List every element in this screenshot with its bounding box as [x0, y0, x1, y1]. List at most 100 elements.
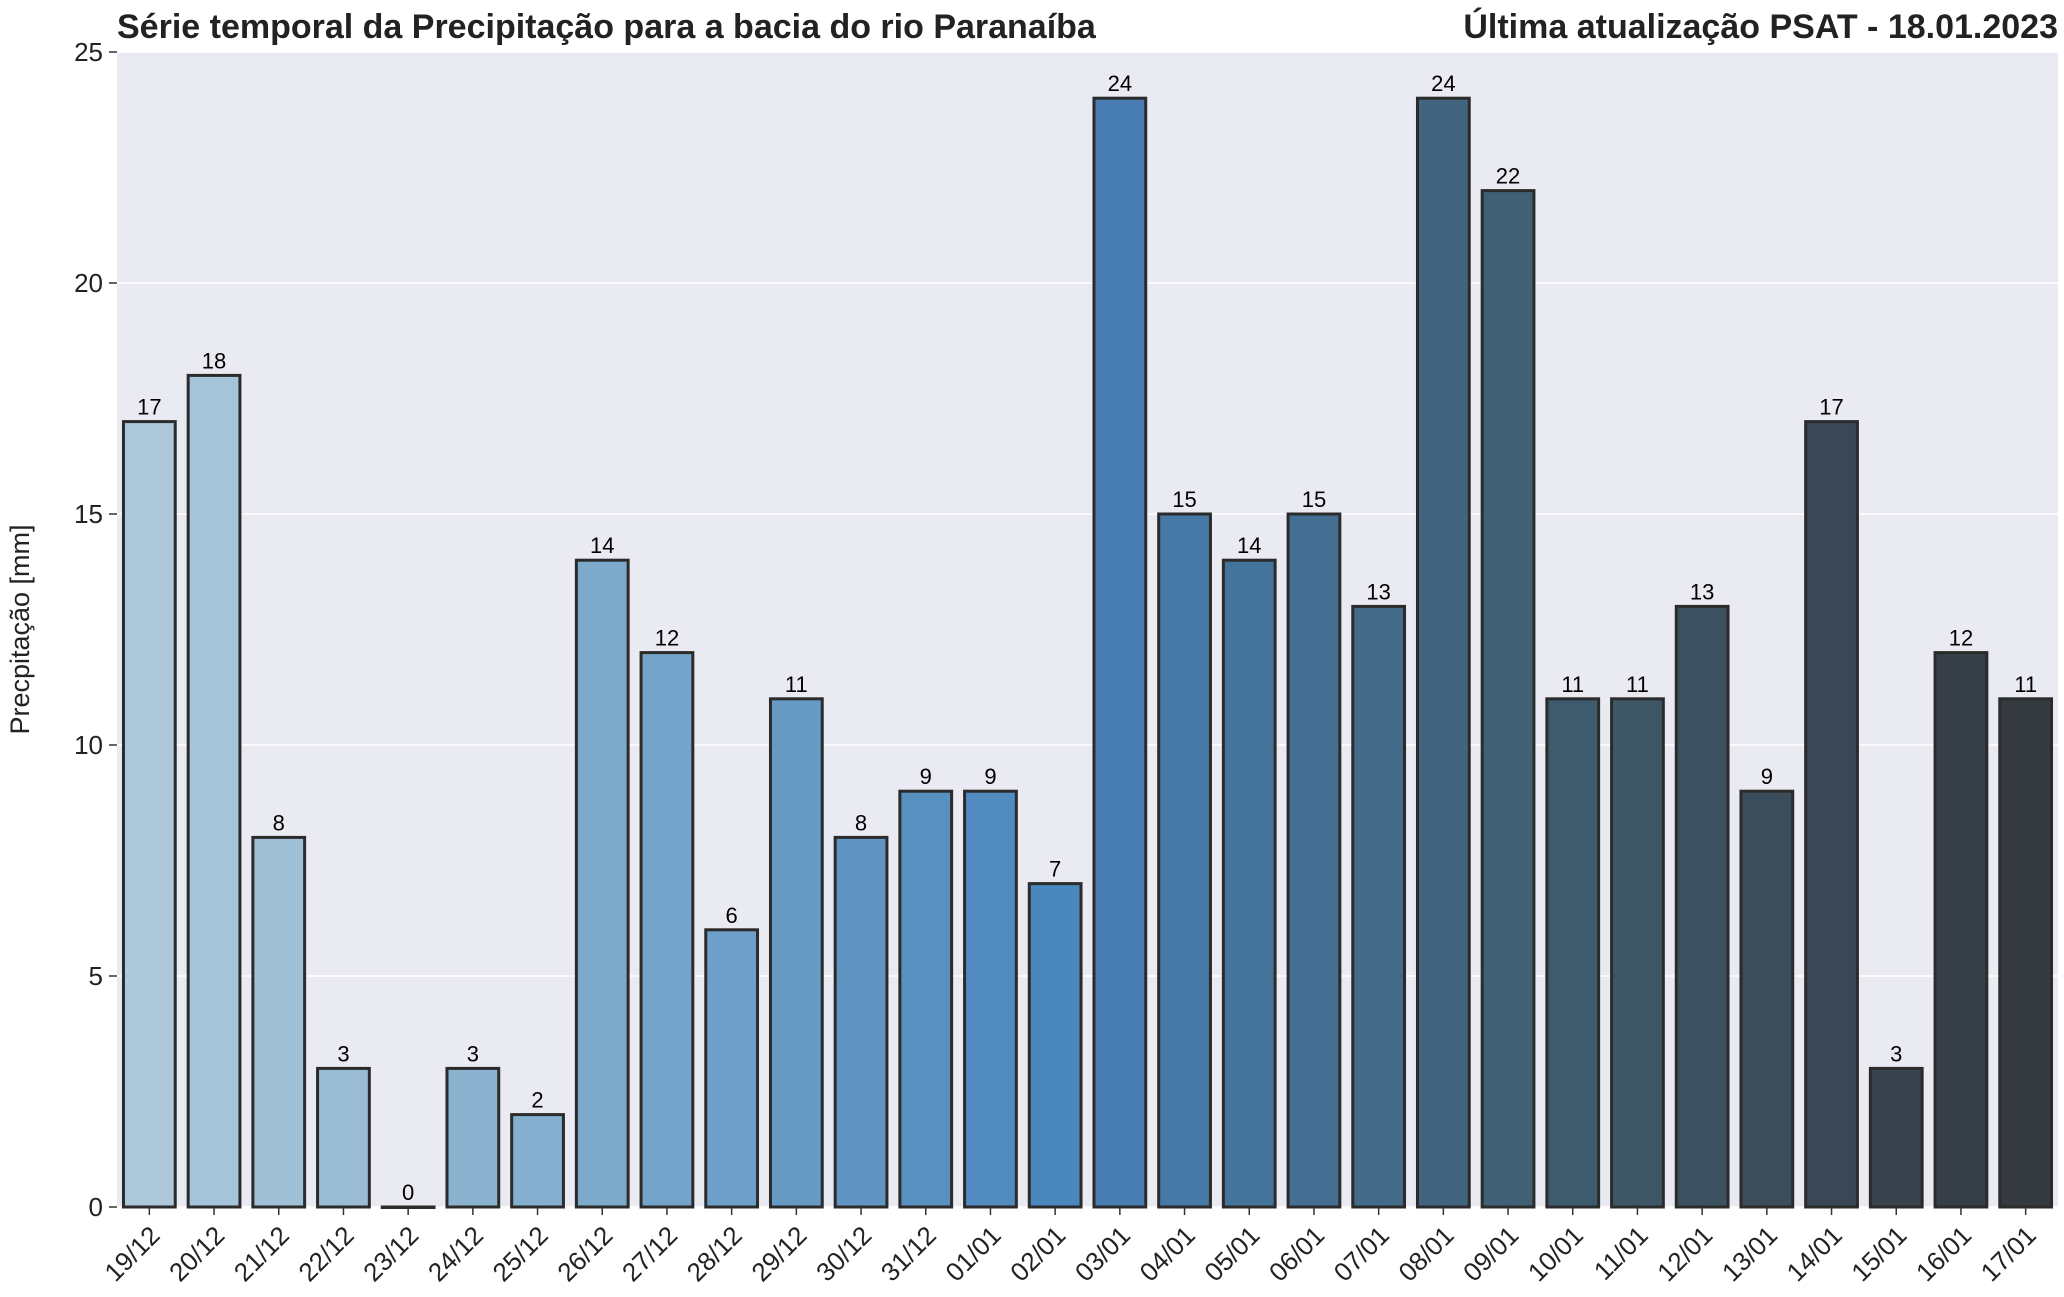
bar-value-label: 24 — [1108, 71, 1132, 96]
bar-17-01 — [1998, 697, 2054, 1209]
bar-28-12 — [704, 928, 760, 1209]
bar-12-01 — [1674, 604, 1730, 1209]
x-tick-label: 13/01 — [1716, 1220, 1783, 1287]
bar-value-label: 0 — [402, 1180, 414, 1205]
bar-19-12 — [121, 420, 177, 1209]
x-tick-label: 27/12 — [616, 1220, 683, 1287]
x-tick-label: 01/01 — [939, 1220, 1006, 1287]
chart-subtitle: Última atualização PSAT - 18.01.2023 — [1463, 8, 2058, 46]
bar-22-12 — [316, 1066, 371, 1209]
bar-value-label: 3 — [1890, 1041, 1902, 1066]
bar-29-12 — [768, 697, 824, 1209]
x-tick-label: 19/12 — [98, 1220, 165, 1287]
bar-value-label: 15 — [1172, 487, 1196, 512]
x-tick-label: 14/01 — [1781, 1220, 1848, 1287]
bar-value-label: 18 — [202, 348, 226, 373]
bar-value-label: 2 — [531, 1088, 543, 1113]
bar-value-label: 13 — [1366, 579, 1390, 604]
bar-value-label: 6 — [726, 903, 738, 928]
bar-value-label: 8 — [273, 810, 285, 835]
x-tick-label: 03/01 — [1069, 1220, 1136, 1287]
bar-30-12 — [833, 835, 889, 1209]
bar-value-label: 11 — [1561, 672, 1584, 697]
y-tick-label: 15 — [74, 499, 103, 529]
y-tick-label: 10 — [74, 730, 103, 760]
bar-10-01 — [1545, 697, 1601, 1209]
bar-24-12 — [445, 1066, 501, 1209]
bar-26-12 — [574, 558, 630, 1209]
bar-09-01 — [1480, 189, 1536, 1209]
bar-value-label: 24 — [1431, 71, 1455, 96]
y-tick-label: 25 — [74, 37, 103, 67]
x-tick-label: 29/12 — [745, 1220, 812, 1287]
x-tick-label: 26/12 — [551, 1220, 618, 1287]
bar-14-01 — [1804, 420, 1859, 1209]
x-tick-label: 10/01 — [1522, 1220, 1589, 1287]
bar-value-label: 3 — [467, 1041, 479, 1066]
bar-value-label: 22 — [1496, 164, 1520, 189]
bar-13-01 — [1739, 789, 1795, 1209]
x-tick-label: 25/12 — [487, 1220, 554, 1287]
bar-value-label: 7 — [1049, 857, 1061, 882]
bar-value-label: 14 — [1237, 533, 1261, 558]
bar-21-12 — [251, 835, 307, 1209]
x-tick-label: 24/12 — [422, 1220, 489, 1287]
bar-06-01 — [1286, 512, 1342, 1209]
bar-value-label: 9 — [1761, 764, 1773, 789]
y-tick-label: 5 — [89, 961, 103, 991]
x-axis-ticks: 19/1220/1221/1222/1223/1224/1225/1226/12… — [98, 1207, 2042, 1287]
bar-value-label: 11 — [785, 672, 808, 697]
bar-20-12 — [186, 373, 242, 1209]
bar-07-01 — [1351, 604, 1407, 1209]
bar-value-label: 9 — [984, 764, 996, 789]
bar-value-label: 17 — [137, 395, 161, 420]
bar-value-label: 3 — [337, 1041, 349, 1066]
bar-27-12 — [639, 651, 695, 1209]
x-tick-label: 17/01 — [1975, 1220, 2042, 1287]
y-tick-label: 20 — [74, 268, 103, 298]
plot-area — [117, 52, 2058, 1207]
x-tick-label: 05/01 — [1198, 1220, 1265, 1287]
y-axis-label: Precpitação [mm] — [5, 524, 35, 734]
x-tick-label: 30/12 — [810, 1220, 877, 1287]
bar-value-label: 11 — [2014, 672, 2037, 697]
x-tick-label: 31/12 — [875, 1220, 942, 1287]
x-tick-label: 23/12 — [357, 1220, 424, 1287]
bar-value-label: 9 — [920, 764, 932, 789]
bar-25-12 — [510, 1113, 565, 1209]
bar-15-01 — [1868, 1066, 1924, 1209]
x-tick-label: 09/01 — [1457, 1220, 1524, 1287]
x-tick-label: 28/12 — [681, 1220, 748, 1287]
x-tick-label: 08/01 — [1392, 1220, 1459, 1287]
bar-04-01 — [1157, 512, 1212, 1209]
bar-value-label: 12 — [1949, 626, 1973, 651]
y-tick-label: 0 — [89, 1192, 103, 1222]
bar-value-label: 15 — [1302, 487, 1326, 512]
x-tick-label: 02/01 — [1004, 1220, 1071, 1287]
bar-05-01 — [1221, 558, 1277, 1209]
x-tick-label: 12/01 — [1651, 1220, 1718, 1287]
chart-title: Série temporal da Precipitação para a ba… — [117, 8, 1096, 46]
x-tick-label: 11/01 — [1588, 1220, 1654, 1286]
x-tick-label: 22/12 — [292, 1220, 359, 1287]
grid-lines — [117, 51, 2058, 1208]
x-tick-label: 04/01 — [1134, 1220, 1201, 1287]
y-axis-ticks: 0 5 10 15 20 25 — [74, 37, 117, 1222]
bar-value-label: 13 — [1690, 579, 1714, 604]
bar-value-label: 17 — [1819, 395, 1843, 420]
bar-value-label: 8 — [855, 810, 867, 835]
bar-08-01 — [1415, 96, 1471, 1209]
x-tick-label: 16/01 — [1910, 1220, 1977, 1287]
x-tick-label: 15/01 — [1845, 1220, 1912, 1287]
x-tick-label: 20/12 — [163, 1220, 230, 1287]
x-tick-label: 07/01 — [1328, 1220, 1395, 1287]
bar-11-01 — [1610, 697, 1665, 1209]
x-tick-label: 21/12 — [228, 1220, 295, 1287]
bar-01-01 — [963, 789, 1018, 1209]
bar-03-01 — [1092, 96, 1148, 1209]
bar-value-label: 14 — [590, 533, 614, 558]
bar-31-12 — [898, 789, 954, 1209]
x-tick-label: 06/01 — [1263, 1220, 1330, 1287]
bar-value-label: 12 — [655, 626, 679, 651]
